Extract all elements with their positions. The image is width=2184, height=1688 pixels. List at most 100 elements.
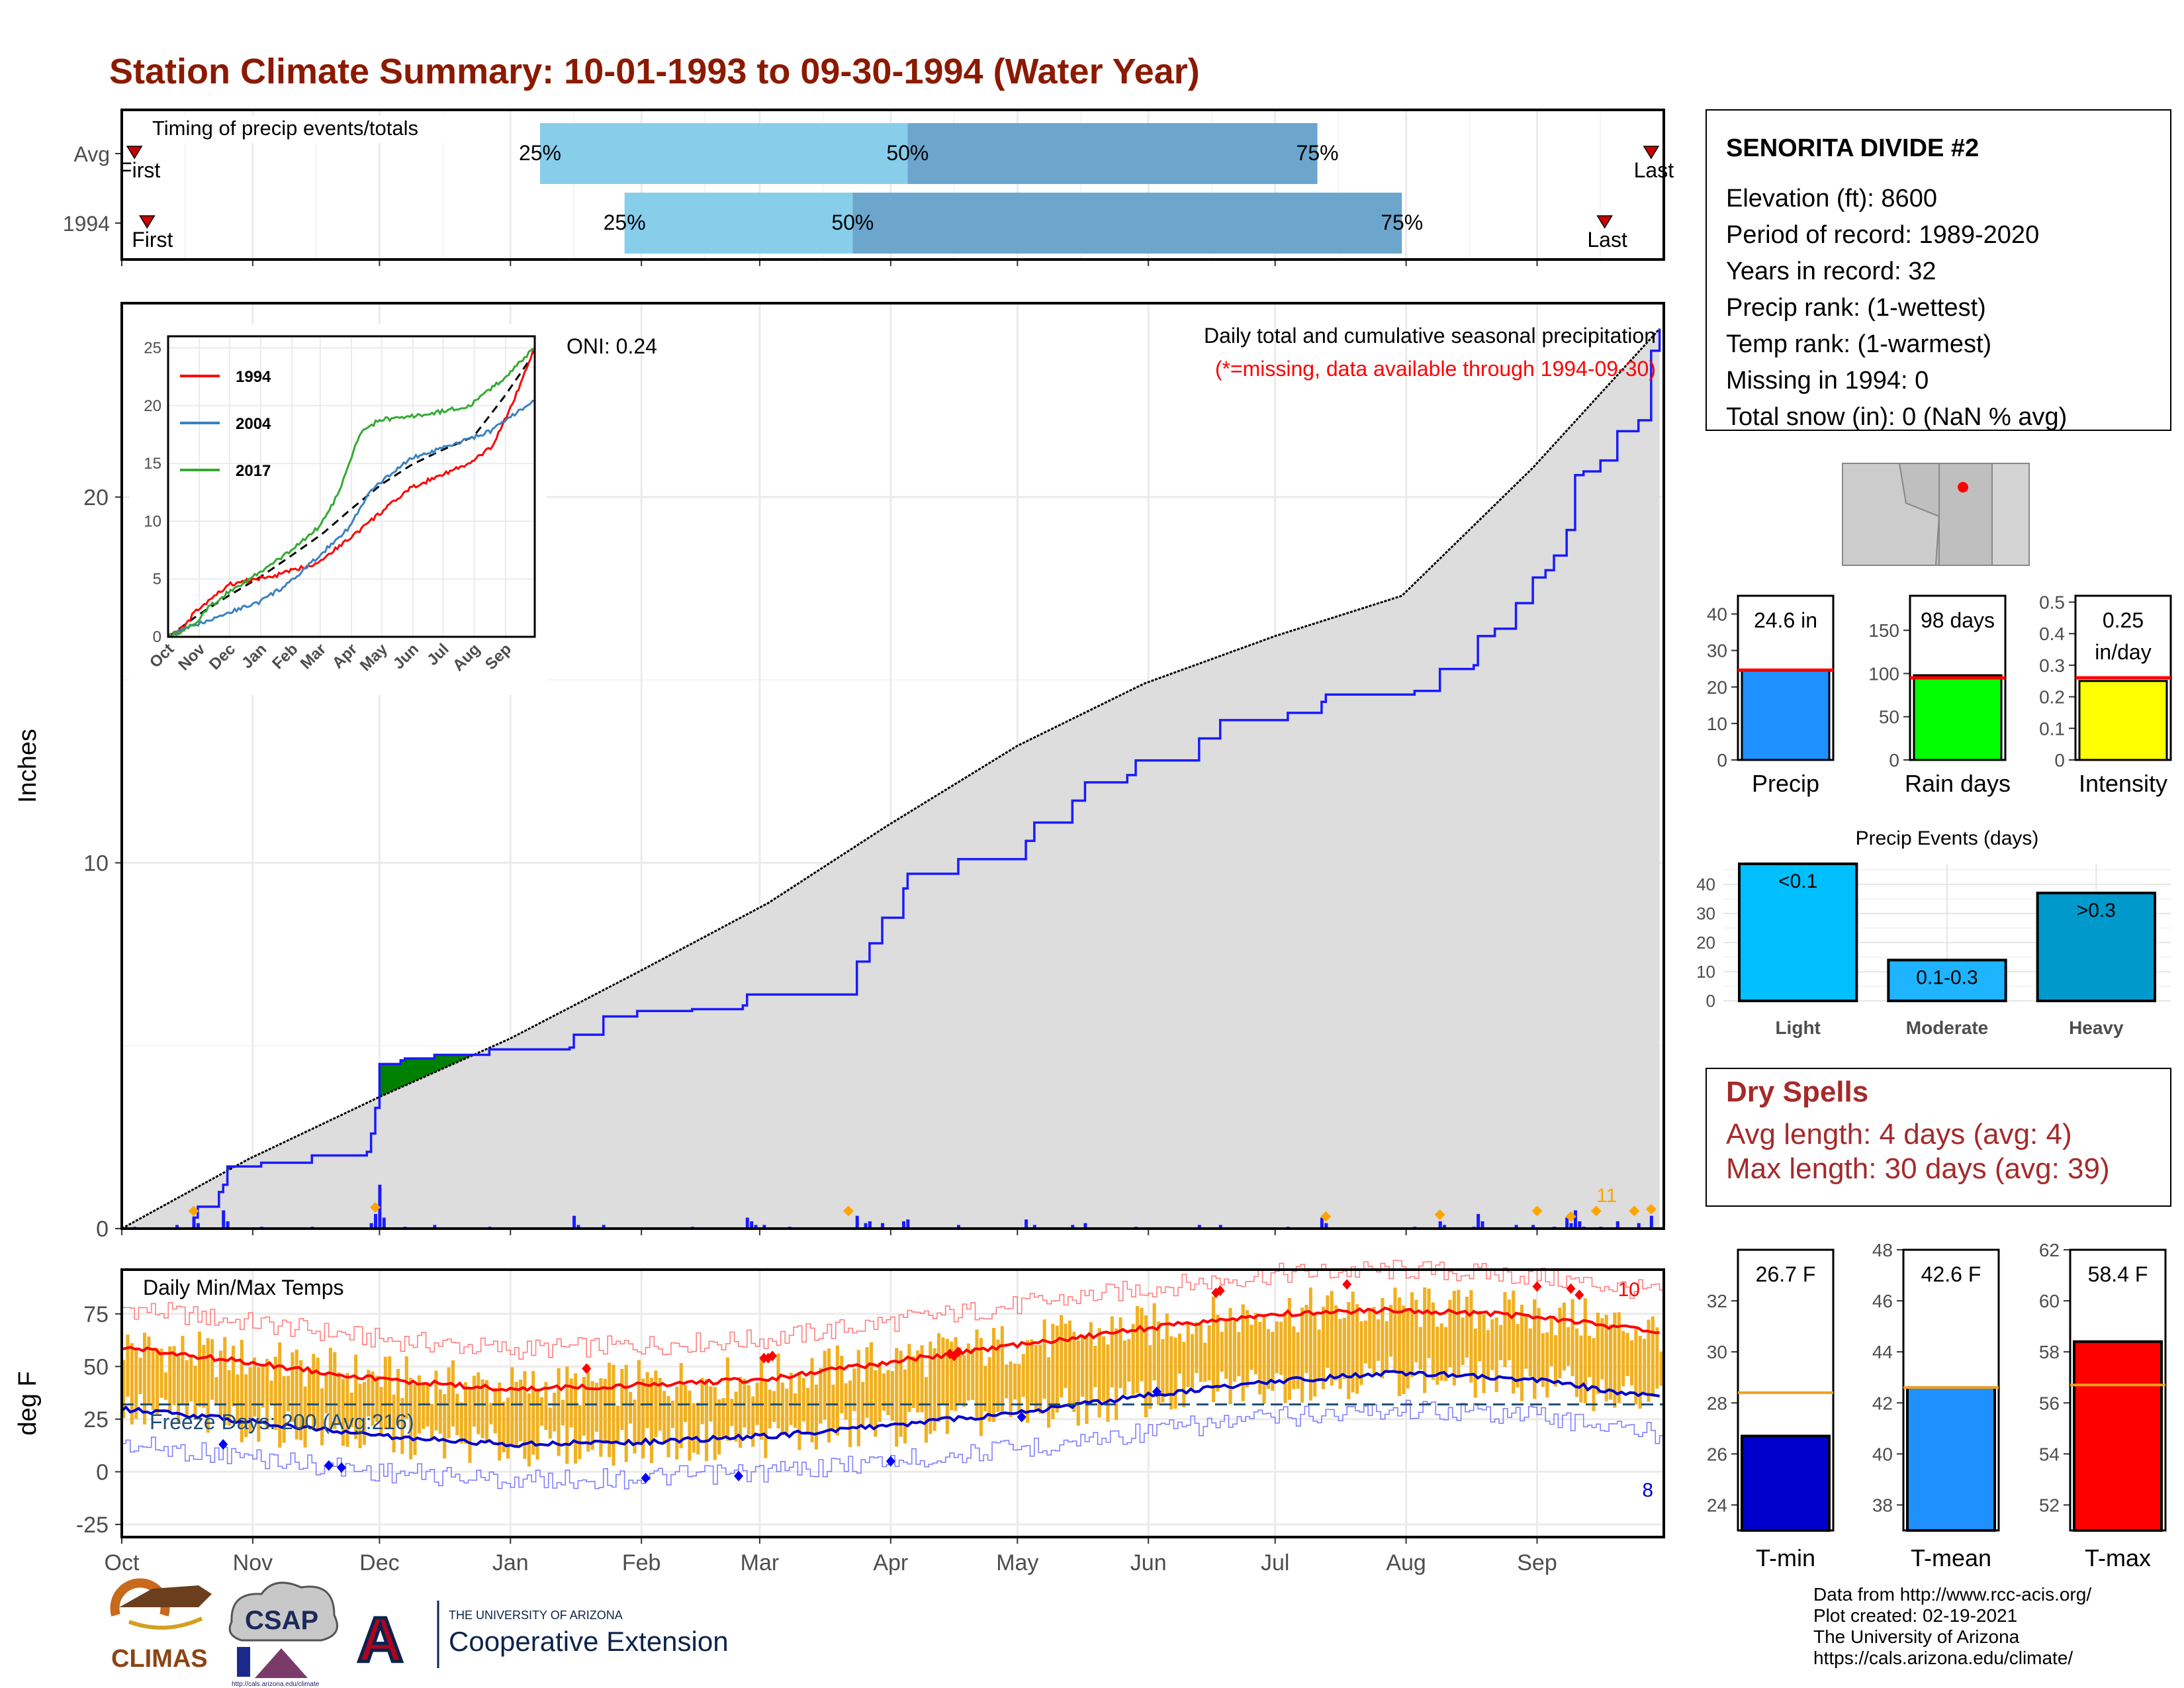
daily-temp-range-bar bbox=[861, 1382, 865, 1426]
daily-temp-range-bar bbox=[375, 1376, 379, 1423]
daily-temp-range-bar bbox=[1182, 1342, 1186, 1407]
daily-temp-range-bar bbox=[480, 1379, 484, 1438]
daily-temp-range-bar bbox=[992, 1327, 996, 1423]
daily-precip-bar bbox=[1438, 1221, 1442, 1229]
daily-temp-range-bar bbox=[1520, 1304, 1524, 1401]
daily-temp-range-bar bbox=[1600, 1318, 1604, 1380]
daily-temp-range-bar bbox=[1034, 1344, 1038, 1409]
events-y-tick-label: 40 bbox=[1696, 874, 1715, 894]
daily-temp-range-bar bbox=[181, 1336, 185, 1405]
daily-temp-range-bar bbox=[713, 1387, 717, 1460]
daily-precip-bar bbox=[1565, 1217, 1569, 1229]
daily-temp-range-bar bbox=[1457, 1289, 1461, 1376]
daily-temp-range-bar bbox=[519, 1380, 523, 1442]
daily-temp-range-bar bbox=[890, 1371, 894, 1421]
summary-y-tick-label: 20 bbox=[1707, 677, 1727, 698]
daily-temp-range-bar bbox=[1368, 1310, 1372, 1369]
events-bar bbox=[2036, 892, 2157, 1003]
timing-row-label: 1994 bbox=[63, 212, 110, 236]
daily-temp-range-bar bbox=[797, 1372, 801, 1450]
daily-precip-bar bbox=[382, 1217, 386, 1229]
daily-temp-range-bar bbox=[231, 1345, 236, 1407]
daily-temp-range-bar bbox=[265, 1358, 269, 1430]
record-low-marker bbox=[1152, 1386, 1161, 1397]
heavy-precip-marker bbox=[1565, 1211, 1576, 1222]
daily-temp-range-bar bbox=[324, 1372, 328, 1414]
daily-temp-range-bar bbox=[1351, 1291, 1355, 1393]
daily-temp-range-bar bbox=[603, 1378, 607, 1444]
daily-temp-range-bar bbox=[1414, 1299, 1418, 1363]
month-tick-label: Mar bbox=[741, 1550, 780, 1575]
precip-anomaly-fill bbox=[455, 1055, 461, 1063]
footer-data-source: Data from http://www.rcc-acis.org/ bbox=[1813, 1584, 2091, 1605]
daily-temp-range-bar bbox=[696, 1402, 700, 1455]
daily-precip-bar bbox=[175, 1225, 179, 1229]
daily-temp-range-bar bbox=[1296, 1332, 1300, 1389]
daily-temp-range-bar bbox=[1533, 1299, 1537, 1399]
ua-letter-logo: A bbox=[357, 1605, 403, 1675]
daily-temp-range-bar bbox=[510, 1367, 514, 1445]
tempbar-y-tick-label: 24 bbox=[1707, 1495, 1727, 1515]
precip-anomaly-fill bbox=[451, 1055, 456, 1065]
daily-temp-range-bar bbox=[1118, 1317, 1122, 1389]
precip-y-tick-label: 10 bbox=[83, 851, 109, 876]
daily-temp-range-bar bbox=[1156, 1321, 1161, 1405]
daily-temp-range-bar bbox=[464, 1382, 468, 1444]
tempbar-y-tick-label: 32 bbox=[1707, 1291, 1727, 1311]
daily-temp-range-bar bbox=[147, 1336, 151, 1405]
page-title: Station Climate Summary: 10-01-1993 to 0… bbox=[109, 52, 1200, 91]
daily-temp-range-bar bbox=[1317, 1329, 1321, 1382]
daily-temp-range-bar bbox=[1013, 1364, 1017, 1399]
daily-temp-range-bar bbox=[768, 1389, 772, 1429]
timing-quantile-label: 75% bbox=[1297, 141, 1339, 165]
first-event-marker bbox=[138, 215, 156, 229]
daily-temp-range-bar bbox=[629, 1391, 633, 1424]
daily-temp-range-bar bbox=[1009, 1361, 1013, 1417]
daily-temp-range-bar bbox=[734, 1391, 738, 1442]
daily-temp-range-bar bbox=[785, 1388, 789, 1436]
daily-precip-bar bbox=[1477, 1213, 1480, 1229]
daily-temp-range-bar bbox=[1195, 1322, 1199, 1374]
daily-temp-range-bar bbox=[1292, 1326, 1296, 1389]
precip-subtitle: Daily total and cumulative seasonal prec… bbox=[1204, 324, 1656, 348]
daily-temp-range-bar bbox=[1363, 1320, 1367, 1364]
daily-temp-range-bar bbox=[1541, 1333, 1545, 1387]
events-bar-label: <0.1 bbox=[1778, 870, 1817, 892]
events-y-tick-label: 0 bbox=[1706, 991, 1715, 1011]
daily-temp-range-bar bbox=[1651, 1316, 1655, 1397]
precip-anomaly-fill bbox=[434, 1055, 439, 1072]
daily-temp-range-bar bbox=[1397, 1297, 1401, 1397]
daily-temp-range-bar bbox=[392, 1394, 396, 1453]
tempbar-value-text: 26.7 F bbox=[1756, 1262, 1816, 1286]
daily-temp-range-bar bbox=[1097, 1328, 1101, 1418]
daily-temp-range-bar bbox=[341, 1378, 345, 1446]
daily-temp-range-bar bbox=[869, 1342, 873, 1427]
precip-anomaly-fill bbox=[396, 1064, 401, 1090]
tempbar-y-tick-label: 42 bbox=[1872, 1393, 1893, 1413]
tempbar-value bbox=[1906, 1386, 1996, 1532]
record-high-marker bbox=[949, 1350, 959, 1362]
daily-temp-range-bar bbox=[447, 1367, 451, 1438]
record-high-marker bbox=[768, 1350, 778, 1362]
climas-logo-text: CLIMAS bbox=[111, 1645, 208, 1673]
daily-precip-bar bbox=[1637, 1223, 1641, 1229]
daily-temp-range-bar bbox=[840, 1356, 844, 1414]
daily-temp-range-bar bbox=[468, 1389, 472, 1463]
daily-temp-range-bar bbox=[1330, 1291, 1334, 1386]
daily-precip-bar bbox=[855, 1215, 859, 1229]
daily-precip-bar bbox=[369, 1223, 373, 1229]
daily-temp-range-bar bbox=[1220, 1331, 1224, 1372]
summary-value-bar bbox=[1913, 674, 2003, 761]
daily-temp-range-bar bbox=[176, 1356, 181, 1423]
daily-temp-range-bar bbox=[637, 1360, 641, 1444]
daily-temp-range-bar bbox=[434, 1370, 438, 1431]
daily-temp-range-bar bbox=[1246, 1309, 1250, 1387]
inset-legend-label: 2017 bbox=[236, 462, 271, 480]
daily-temp-range-bar bbox=[1625, 1333, 1629, 1376]
daily-temp-range-bar bbox=[523, 1371, 527, 1459]
daily-temp-range-bar bbox=[1005, 1364, 1009, 1399]
daily-temp-range-bar bbox=[1570, 1299, 1574, 1376]
record-low-count: 8 bbox=[1642, 1479, 1653, 1501]
daily-temp-range-bar bbox=[1562, 1302, 1566, 1371]
